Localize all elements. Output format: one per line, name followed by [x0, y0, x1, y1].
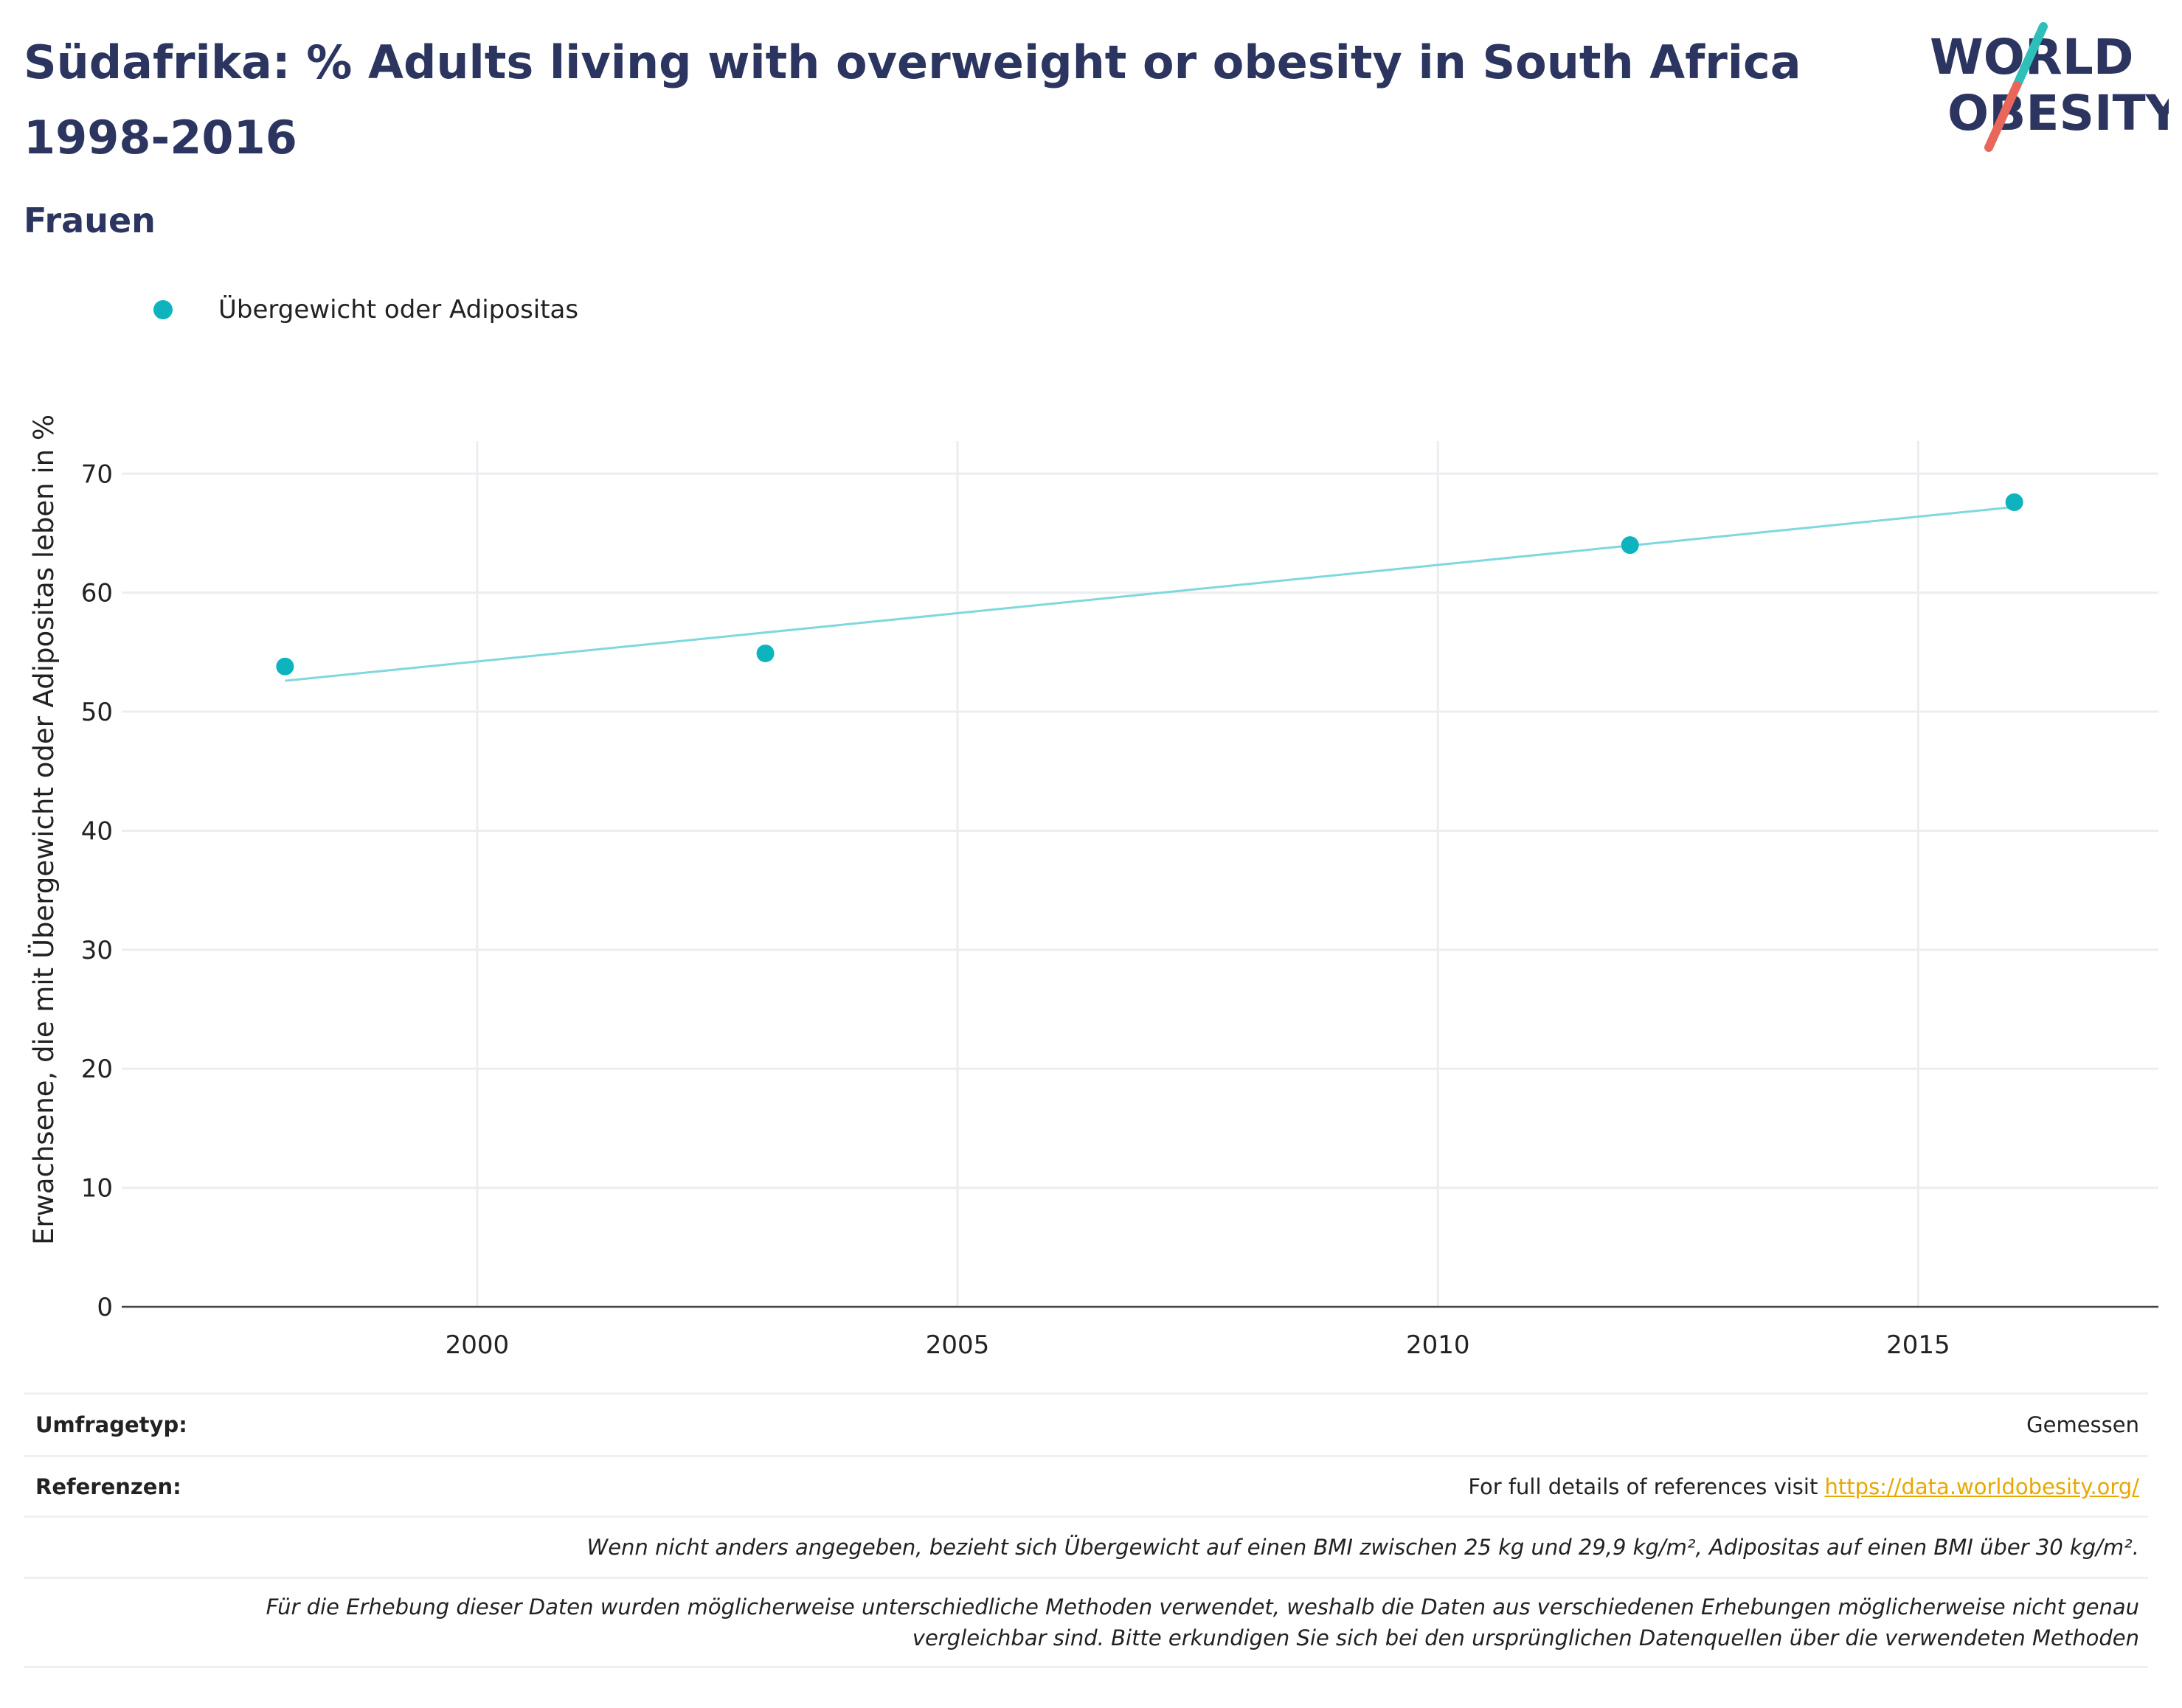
legend-label: Übergewicht oder Adipositas — [218, 295, 579, 324]
chart-subtitle: Frauen — [24, 201, 156, 240]
data-point — [1621, 536, 1639, 555]
method-note-line-2: vergleichbar sind. Bitte erkundigen Sie … — [912, 1625, 2139, 1650]
y-axis-label: Erwachsene, die mit Übergewicht oder Adi… — [28, 414, 60, 1245]
references-text: For full details of references visit — [1468, 1473, 1825, 1499]
bmi-note-row: Wenn nicht anders angegeben, bezieht sic… — [24, 1516, 2148, 1577]
y-tick-label: 30 — [81, 936, 113, 965]
y-tick-label: 20 — [81, 1055, 113, 1084]
method-note: Für die Erhebung dieser Daten wurden mög… — [35, 1591, 2139, 1653]
bmi-note: Wenn nicht anders angegeben, bezieht sic… — [586, 1535, 2139, 1560]
logo-text-obesity: OBESITY — [1947, 85, 2169, 142]
trendline — [285, 505, 2015, 682]
references-key: Referenzen: — [35, 1473, 181, 1499]
grid-layer — [122, 441, 2158, 1307]
data-point — [2005, 493, 2023, 512]
y-tick-label: 40 — [81, 816, 113, 846]
method-note-row: Für die Erhebung dieser Daten wurden mög… — [24, 1577, 2148, 1668]
axis-layer: 0 10 20 30 40 50 60 70 2000 2005 2010 2015 — [81, 459, 2158, 1360]
trendline-layer — [285, 505, 2015, 682]
references-value: For full details of references visit htt… — [1468, 1474, 2139, 1499]
legend[interactable]: Übergewicht oder Adipositas — [153, 295, 578, 324]
x-tick-label: 2000 — [446, 1330, 510, 1360]
logo-slash-coral — [1984, 81, 2021, 152]
survey-type-key: Umfragetyp: — [35, 1412, 187, 1437]
notes-table: Umfragetyp: Gemessen Referenzen: For ful… — [24, 1392, 2148, 1668]
references-link[interactable]: https://data.worldobesity.org/ — [1824, 1473, 2139, 1499]
legend-marker — [153, 300, 173, 319]
chart-plot: 0 10 20 30 40 50 60 70 2000 2005 2010 2015 Erwachse… — [28, 414, 2158, 1360]
x-tick-label: 2015 — [1886, 1330, 1950, 1360]
world-obesity-logo: WORLD OBESITY — [1930, 22, 2169, 152]
chart-title: Südafrika: % Adults living with overweig… — [24, 35, 1801, 164]
logo-slash-teal — [2012, 22, 2048, 90]
references-row: Referenzen: For full details of referenc… — [24, 1455, 2148, 1516]
data-point — [276, 657, 294, 676]
y-tick-label: 50 — [81, 698, 113, 727]
survey-type-value: Gemessen — [2026, 1412, 2139, 1437]
y-tick-label: 0 — [97, 1293, 113, 1322]
y-tick-label: 70 — [81, 459, 113, 489]
y-tick-label: 10 — [81, 1174, 113, 1204]
point-layer — [276, 493, 2023, 676]
x-tick-label: 2010 — [1406, 1330, 1470, 1360]
survey-type-row: Umfragetyp: Gemessen — [24, 1392, 2148, 1455]
data-point — [756, 644, 775, 662]
method-note-line-1: Für die Erhebung dieser Daten wurden mög… — [266, 1594, 2139, 1620]
x-tick-label: 2005 — [926, 1330, 990, 1360]
y-tick-label: 60 — [81, 579, 113, 608]
